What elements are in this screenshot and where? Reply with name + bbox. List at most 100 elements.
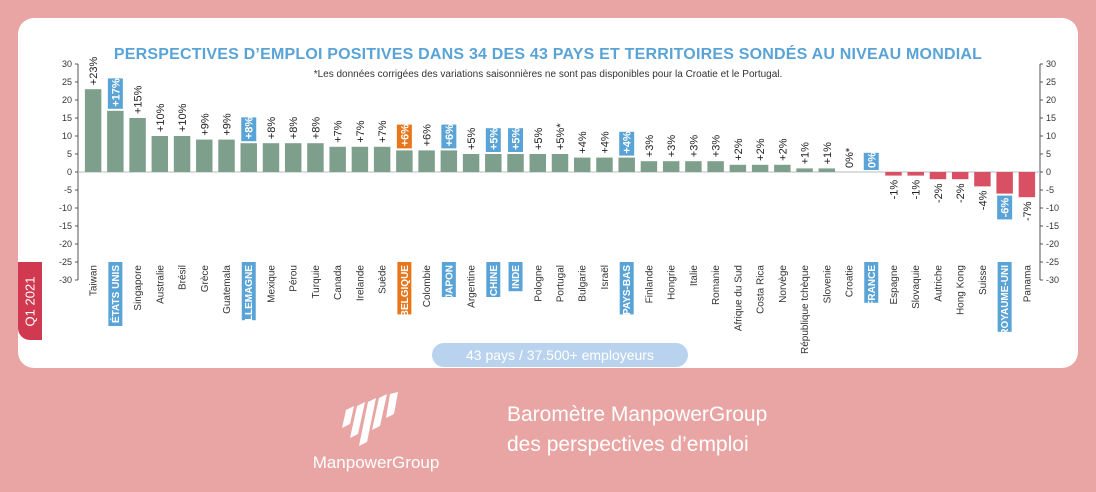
category-label: Bulgarie [578, 265, 589, 302]
value-label: -4% [977, 190, 989, 210]
value-label-box [863, 152, 879, 170]
value-label: +3% [711, 135, 723, 158]
bar [107, 110, 124, 172]
y-tick-label-left: -15 [59, 221, 72, 231]
tagline-line-1: Baromètre ManpowerGroup [507, 403, 768, 426]
value-label: -7% [1022, 201, 1034, 221]
bar [907, 172, 924, 176]
value-label: +5% [488, 127, 500, 150]
y-tick-label-left: -25 [59, 257, 72, 267]
category-label: Slovenie [822, 265, 833, 304]
category-label: Grèce [200, 265, 211, 293]
value-label: +6% [422, 124, 434, 147]
value-label: +8% [288, 117, 300, 140]
bar [151, 136, 169, 172]
bar [1018, 172, 1036, 198]
value-label: 0% [866, 152, 878, 168]
category-label: Suède [378, 265, 389, 294]
y-tick-label-right: 25 [1046, 77, 1056, 87]
y-tick-label-right: 10 [1046, 131, 1056, 141]
category-label: Autriche [933, 265, 944, 302]
bar [818, 168, 836, 172]
value-label-box [997, 195, 1013, 220]
chart-footnote: *Les données corrigées des variations sa… [313, 69, 783, 80]
value-label: -2% [933, 183, 945, 203]
value-label: +7% [333, 120, 345, 143]
bar [196, 139, 213, 172]
category-label: Colombie [422, 265, 433, 308]
value-label: +6% [444, 124, 456, 147]
bar [485, 154, 502, 172]
bar [796, 168, 813, 172]
category-label: ALLEMAGNE [244, 265, 255, 329]
bar [529, 154, 546, 172]
category-label-box [508, 262, 523, 292]
category-label: Turquie [311, 265, 322, 299]
bar [173, 136, 191, 172]
value-label: -1% [911, 180, 923, 200]
value-label: +4% [577, 131, 589, 154]
bar [284, 143, 302, 172]
category-label: Croatie [845, 265, 856, 298]
value-label: +6% [399, 124, 411, 147]
value-label-box [107, 78, 123, 109]
value-label: +8% [244, 117, 256, 140]
bar [218, 139, 235, 172]
y-tick-label-right: -30 [1046, 275, 1059, 285]
value-label: +2% [733, 138, 745, 161]
value-label: +17% [110, 78, 122, 107]
value-label: +5% [511, 127, 523, 150]
value-label: +1% [822, 142, 834, 165]
brand-name: ManpowerGroup [312, 453, 440, 472]
category-label: Finlande [644, 265, 655, 304]
category-label: Norvège [778, 265, 789, 303]
y-tick-label-right: -5 [1046, 185, 1054, 195]
category-label: Hong Kong [956, 265, 967, 315]
bar [707, 161, 724, 172]
category-label: Pérou [289, 265, 300, 292]
bar [396, 150, 413, 172]
bar [84, 89, 102, 172]
value-label: +5% [533, 127, 545, 150]
tagline-line-2: des perspectives d’emploi [507, 433, 749, 456]
category-label: Pologne [533, 265, 544, 302]
bar-chart: 30 30 25 25 20 20 15 15 10 10 5 5 0 0 -5 -5 -10 -10 -15 -15… [59, 57, 1059, 354]
category-label: Portugal [556, 265, 567, 302]
category-label: Israël [600, 265, 611, 289]
value-label: +2% [777, 138, 789, 161]
category-label-box [108, 262, 123, 326]
bar [551, 154, 569, 172]
category-label: Romanie [711, 265, 722, 305]
y-tick-label-right: -15 [1046, 221, 1059, 231]
value-label: +7% [377, 120, 389, 143]
value-label: +5% [466, 127, 478, 150]
category-label: Espagne [889, 265, 900, 305]
period-tab: Q1 2021 [18, 262, 42, 340]
value-label: +10% [155, 103, 167, 132]
value-label-box [485, 128, 501, 152]
category-label: Australie [155, 265, 166, 304]
bar [129, 118, 146, 172]
bar [640, 161, 658, 172]
category-label: Taiwan [89, 265, 100, 296]
category-label-box [241, 262, 256, 321]
y-tick-label-right: 20 [1046, 95, 1056, 105]
category-label: Costa Rica [756, 265, 767, 314]
summary-pill: 43 pays / 37.500+ employeurs [432, 343, 688, 367]
value-label: +8% [266, 117, 278, 140]
value-label-box [441, 124, 457, 149]
y-tick-label-right: 30 [1046, 59, 1056, 69]
value-label-box [241, 117, 257, 142]
y-tick-label-right: 0 [1046, 167, 1051, 177]
value-label: +7% [355, 120, 367, 143]
bar [929, 172, 947, 180]
category-label: Guatemala [222, 265, 233, 314]
bar [329, 146, 346, 172]
y-tick-label-right: 5 [1046, 149, 1051, 159]
bar [996, 172, 1013, 194]
category-label: Panama [1022, 265, 1033, 303]
category-label: INDE [511, 265, 522, 289]
value-label: +3% [688, 135, 700, 158]
bar [685, 161, 702, 172]
bar [351, 146, 369, 172]
